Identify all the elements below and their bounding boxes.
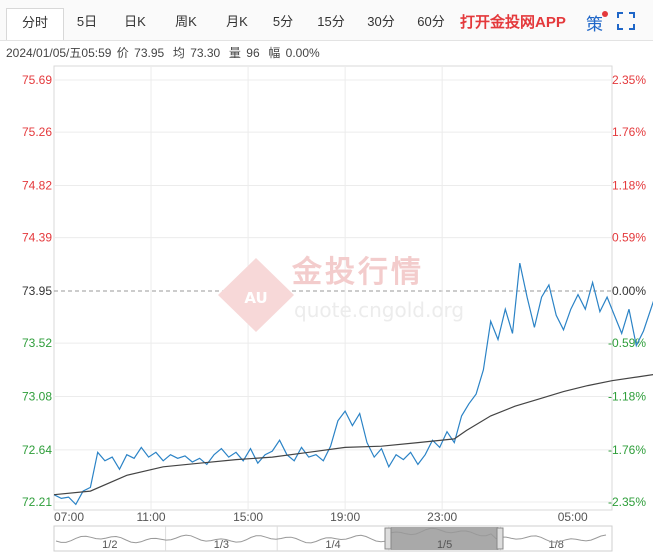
x-tick-label: 19:00 — [330, 510, 360, 524]
tab-7[interactable]: 30分 — [367, 14, 395, 29]
pct-tick-label: 1.76% — [612, 125, 646, 139]
plot-frame — [53, 65, 613, 511]
pct-tick-label: 1.18% — [612, 179, 646, 193]
range-label: 1/5 — [437, 539, 452, 551]
range-label: 1/4 — [325, 539, 340, 551]
range-label: 1/8 — [549, 539, 564, 551]
range-mini-line — [55, 527, 607, 544]
range-handle-right — [496, 527, 504, 550]
y-tick-label: 74.82 — [22, 179, 52, 193]
pct-tick-label: -0.59% — [608, 336, 646, 350]
pct-tick-label: 0.59% — [612, 231, 646, 245]
watermark-url: quote.cngold.org — [294, 298, 464, 322]
info-avg-label: 均 — [172, 46, 185, 60]
y-tick-label: 72.21 — [22, 495, 52, 509]
info-price-label: 价 — [116, 46, 129, 60]
pct-tick-label: -1.18% — [608, 390, 646, 404]
range-label: 1/3 — [214, 539, 229, 551]
range-bar — [53, 525, 613, 552]
tab-1[interactable]: 5日 — [76, 14, 98, 29]
notification-dot — [602, 11, 608, 17]
strategy-button[interactable]: 策 — [586, 15, 603, 34]
fullscreen-icon[interactable] — [617, 12, 635, 30]
range-selected-window — [390, 527, 499, 550]
x-tick-label: 15:00 — [233, 510, 263, 524]
series-line-avg — [53, 374, 653, 496]
info-change-label: 幅 — [268, 46, 281, 60]
y-tick-label: 73.52 — [22, 336, 52, 350]
y-tick-label: 73.08 — [22, 390, 52, 404]
period-tabs: 分时 5日 日K 周K 月K 5分 15分 30分 60分 — [0, 0, 653, 41]
tab-2[interactable]: 日K — [124, 14, 146, 29]
info-volume: 96 — [246, 46, 260, 60]
range-label: 1/2 — [102, 539, 117, 551]
y-tick-label: 74.39 — [22, 231, 52, 245]
y-tick-label: 72.64 — [22, 443, 52, 457]
quote-info-bar: 2024/01/05/五05:59 价 73.95 均 73.30 量 96 幅… — [6, 44, 322, 61]
range-handle-left — [384, 527, 392, 550]
x-tick-label: 07:00 — [54, 510, 84, 524]
info-avg: 73.30 — [190, 46, 221, 60]
pct-tick-label: -2.35% — [608, 495, 646, 509]
pct-tick-label: 0.00% — [612, 284, 646, 298]
info-datetime: 2024/01/05/五05:59 — [6, 46, 112, 60]
tab-3[interactable]: 周K — [175, 14, 197, 29]
series-line-price — [53, 262, 653, 506]
info-price: 73.95 — [134, 46, 165, 60]
tab-4[interactable]: 月K — [226, 14, 248, 29]
y-tick-label: 75.69 — [22, 73, 52, 87]
watermark-logo-icon — [218, 258, 294, 332]
tab-6[interactable]: 15分 — [317, 14, 345, 29]
info-volume-label: 量 — [228, 46, 241, 60]
tab-5[interactable]: 5分 — [272, 14, 294, 29]
tab-0[interactable]: 分时 — [6, 8, 64, 40]
y-tick-label: 73.95 — [22, 284, 52, 298]
x-tick-label: 11:00 — [136, 510, 165, 524]
tab-8[interactable]: 60分 — [417, 14, 445, 29]
x-tick-label: 23:00 — [427, 510, 457, 524]
y-tick-label: 75.26 — [22, 125, 52, 139]
x-tick-label: 05:00 — [558, 510, 588, 524]
pct-tick-label: -1.76% — [608, 443, 646, 457]
pct-tick-label: 2.35% — [612, 73, 646, 87]
watermark-name: 金投行情 — [291, 255, 424, 290]
open-app-link[interactable]: 打开金投网APP — [460, 14, 566, 31]
info-change: 0.00% — [285, 46, 320, 60]
watermark-logo-text: AU — [244, 289, 267, 307]
